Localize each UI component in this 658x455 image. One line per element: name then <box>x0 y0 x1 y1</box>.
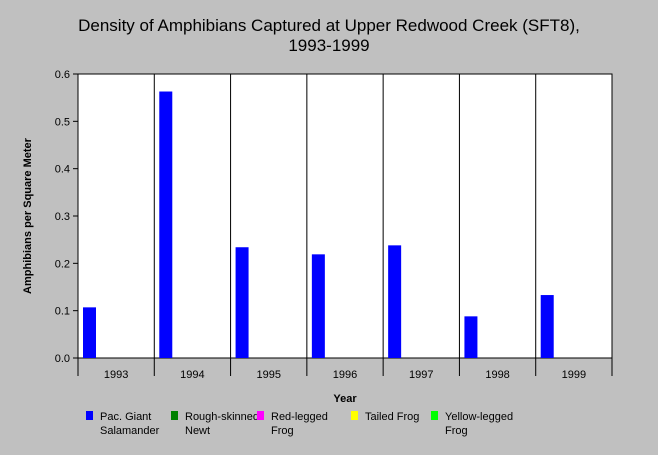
bar <box>83 307 96 358</box>
x-axis-label: Year <box>333 393 357 405</box>
legend-label: Red-legged <box>271 411 328 423</box>
gridlines <box>77 74 613 376</box>
y-tick-label: 0.3 <box>55 211 70 223</box>
y-tick-label: 0.2 <box>55 258 70 270</box>
y-tick-label: 0.1 <box>55 306 70 318</box>
y-axis-ticks: 0.0 0.1 0.2 0.3 0.4 0.5 0.6 <box>55 69 78 365</box>
chart-title-line-1: Density of Amphibians Captured at Upper … <box>78 16 580 35</box>
y-tick-label: 0.5 <box>55 116 70 128</box>
legend-label: Salamander <box>100 425 160 437</box>
bar <box>540 295 554 358</box>
legend-label: Frog <box>271 425 294 437</box>
legend-swatch <box>431 411 438 420</box>
legend-swatch <box>171 411 178 420</box>
x-tick-label: 1998 <box>485 369 509 381</box>
y-tick-label: 0.4 <box>55 164 70 176</box>
bars <box>83 91 554 358</box>
legend: Pac. Giant Salamander Rough-skinned Newt Red… <box>86 411 513 437</box>
x-tick-label: 1994 <box>180 369 204 381</box>
y-tick-label: 0.6 <box>55 69 70 81</box>
x-tick-label: 1993 <box>104 369 128 381</box>
y-axis-label: Amphibians per Square Meter <box>22 137 34 294</box>
y-tick-label: 0.0 <box>55 353 70 365</box>
x-tick-label: 1995 <box>256 369 280 381</box>
bar <box>388 245 402 358</box>
bar <box>464 316 478 358</box>
legend-label: Rough-skinned <box>185 411 259 423</box>
x-axis-ticks: 1993 1994 1995 1996 1997 1998 1999 <box>104 369 586 381</box>
legend-label: Yellow-legged <box>445 411 513 423</box>
x-tick-label: 1999 <box>562 369 586 381</box>
x-tick-label: 1997 <box>409 369 433 381</box>
chart-title-line-2: 1993-1999 <box>288 36 369 55</box>
legend-swatch <box>86 411 93 420</box>
plot-area <box>77 73 613 359</box>
bar <box>311 254 325 358</box>
legend-label: Frog <box>445 425 468 437</box>
legend-swatch <box>351 411 358 420</box>
legend-swatch <box>257 411 264 420</box>
bar <box>235 247 249 358</box>
legend-label: Newt <box>185 425 210 437</box>
legend-label: Pac. Giant <box>100 411 151 423</box>
x-tick-label: 1996 <box>333 369 357 381</box>
legend-label: Tailed Frog <box>365 411 419 423</box>
bar <box>159 91 173 358</box>
